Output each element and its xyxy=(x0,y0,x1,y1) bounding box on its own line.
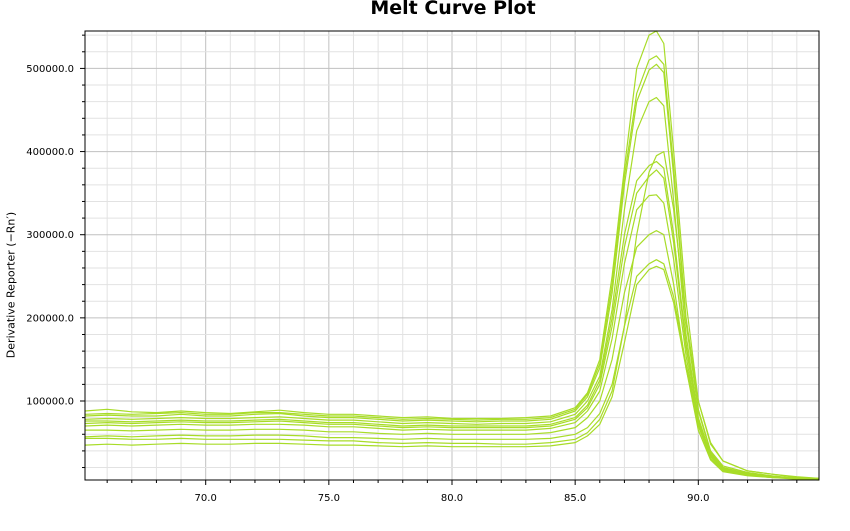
x-tick-label: 85.0 xyxy=(564,493,586,504)
chart-title: Melt Curve Plot xyxy=(370,0,536,19)
melt-curve-line xyxy=(85,230,820,481)
curves xyxy=(84,30,820,481)
y-tick-label: 100000.0 xyxy=(26,397,74,408)
y-tick-label: 200000.0 xyxy=(26,313,74,324)
y-tick-label: 300000.0 xyxy=(26,230,74,241)
x-tick-label: 80.0 xyxy=(441,493,463,504)
y-tick-label: 400000.0 xyxy=(26,147,74,158)
melt-curve-line xyxy=(84,265,820,480)
y-tick-label: 500000.0 xyxy=(26,64,74,75)
melt-curve-line xyxy=(85,151,820,479)
x-tick-label: 90.0 xyxy=(687,493,709,504)
x-tick-label: 70.0 xyxy=(195,493,217,504)
ticks: 70.0 75.0 80.0 85.0 90.0 100000.0 200000.0 3000… xyxy=(26,34,798,504)
melt-curve-line xyxy=(84,63,820,480)
x-tick-label: 75.0 xyxy=(318,493,340,504)
grid xyxy=(85,31,819,480)
